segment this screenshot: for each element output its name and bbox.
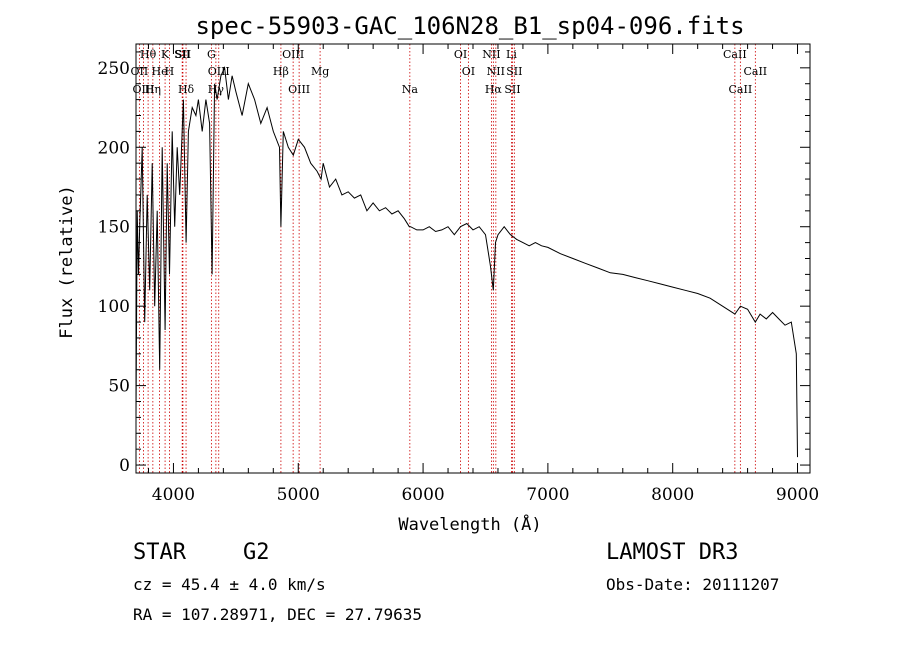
line-label: Hη <box>145 83 161 96</box>
line-label: H <box>165 65 175 78</box>
line-label: SII <box>504 83 520 96</box>
line-label: NII <box>482 48 500 61</box>
x-tick-label: 6000 <box>401 485 444 505</box>
line-label: CaII <box>723 48 747 61</box>
line-label: NII <box>487 65 505 78</box>
x-axis-label: Wavelength (Å) <box>398 513 541 535</box>
emission-line-labels: HθOIIOIIIKHeHηSIIHHδSIIOIIIHγGHβOIIIOIII… <box>131 48 768 96</box>
line-label: Hδ <box>178 83 195 96</box>
y-axis: 0 50 100 150 200 250 <box>98 51 810 476</box>
plot-frame <box>135 43 811 474</box>
y-tick-label: 150 <box>98 218 130 238</box>
y-tick-label: 250 <box>98 59 130 79</box>
line-label: CaII <box>729 83 753 96</box>
line-label: SII <box>175 48 191 61</box>
x-tick-label: 7000 <box>526 485 569 505</box>
observation-date: Obs-Date: 20111207 <box>606 575 780 594</box>
line-label: OII <box>131 65 149 78</box>
y-axis-label: Flux (relative) <box>57 185 77 339</box>
line-label: SII <box>506 65 522 78</box>
line-label: He <box>152 65 168 78</box>
object-class: STAR <box>133 540 186 565</box>
line-label: OIII <box>288 83 310 96</box>
line-label: CaII <box>743 65 767 78</box>
x-tick-label: 9000 <box>776 485 819 505</box>
line-label: Li <box>506 48 517 61</box>
x-tick-label: 4000 <box>152 485 195 505</box>
y-tick-label: 200 <box>98 138 130 158</box>
x-axis: 4000 5000 6000 7000 8000 9000 <box>147 44 819 505</box>
y-tick-label: 100 <box>98 297 130 317</box>
line-label: OIII <box>282 48 304 61</box>
survey-name: LAMOST DR3 <box>606 540 739 565</box>
line-label: Hγ <box>208 83 225 96</box>
line-label: G <box>207 48 216 61</box>
object-subclass: G2 <box>243 540 270 565</box>
line-label: OI <box>462 65 475 78</box>
chart-title: spec-55903-GAC_106N28_B1_sp04-096.fits <box>195 12 744 40</box>
line-label: Na <box>402 83 419 96</box>
line-label: OI <box>454 48 467 61</box>
redshift-cz: cz = 45.4 ± 4.0 km/s <box>133 575 326 594</box>
spectrum-series-line <box>135 65 798 458</box>
line-label: OIII <box>208 65 230 78</box>
line-label: Mg <box>311 65 329 78</box>
line-label: Hθ <box>140 48 157 61</box>
coordinates: RA = 107.28971, DEC = 27.79635 <box>133 605 422 624</box>
y-tick-label: 0 <box>119 456 130 476</box>
y-tick-label: 50 <box>108 377 130 397</box>
line-label: K <box>161 48 170 61</box>
x-tick-label: 8000 <box>651 485 694 505</box>
line-label: Hα <box>485 83 503 96</box>
emission-line-markers <box>138 44 756 473</box>
x-tick-label: 5000 <box>277 485 320 505</box>
line-label: OIII <box>132 83 154 96</box>
line-label: SII <box>174 48 190 61</box>
line-label: Hβ <box>273 65 289 78</box>
